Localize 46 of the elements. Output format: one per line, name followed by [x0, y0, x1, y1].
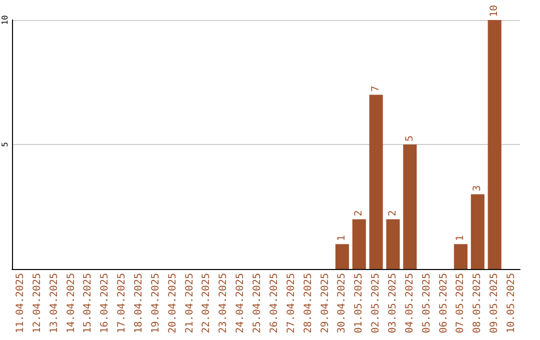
x-tick-label: 21.04.2025: [184, 273, 196, 334]
data-label: 5: [404, 135, 416, 142]
data-label: 1: [336, 235, 348, 242]
x-tick-label: 17.04.2025: [116, 273, 128, 334]
bar: [335, 244, 349, 269]
x-tick-label: 26.04.2025: [268, 273, 280, 334]
x-tick-label: 27.04.2025: [286, 273, 297, 334]
x-tick-label: 24.04.2025: [235, 273, 246, 334]
x-tick-label: 16.04.2025: [100, 273, 111, 334]
x-tick-label: 23.04.2025: [218, 273, 230, 334]
bar: [386, 219, 400, 269]
x-tick-label: 13.04.2025: [48, 273, 60, 334]
x-tick-label: 07.05.2025: [455, 273, 466, 334]
data-label: 2: [388, 210, 398, 216]
bar: [352, 219, 366, 269]
x-tick-label: 18.04.2025: [134, 273, 144, 334]
x-tick-label: 15.04.2025: [82, 273, 94, 334]
x-tick-label: 03.05.2025: [388, 273, 398, 334]
bar: [369, 94, 383, 269]
data-label: 7: [370, 86, 382, 92]
x-tick-label: 11.04.2025: [14, 273, 26, 334]
x-tick-label: 29.04.2025: [320, 273, 331, 334]
x-tick-label: 30.04.2025: [336, 273, 348, 334]
x-tick-label: 12.04.2025: [32, 273, 43, 334]
x-tick-label: 22.04.2025: [201, 273, 212, 334]
x-tick-label: 08.05.2025: [472, 273, 484, 334]
bar: [403, 144, 417, 269]
x-tick-label: 06.05.2025: [438, 273, 450, 334]
x-tick-label: 14.04.2025: [66, 273, 77, 334]
data-label: 3: [472, 185, 484, 192]
x-tick-label: 01.05.2025: [354, 273, 365, 334]
data-label: 1: [455, 235, 466, 242]
x-tick-label: 09.05.2025: [489, 273, 500, 334]
data-label: 10: [489, 4, 500, 17]
x-tick-label: 04.05.2025: [404, 273, 416, 334]
x-tick-label: 05.05.2025: [421, 273, 432, 334]
bar: [488, 20, 502, 269]
bar: [454, 244, 468, 269]
data-label: 2: [354, 210, 365, 216]
bar: [470, 194, 484, 269]
x-tick-label: 20.04.2025: [167, 273, 178, 334]
x-tick-label: 10.05.2025: [506, 273, 518, 334]
x-tick-label: 19.04.2025: [150, 273, 162, 334]
x-tick-label: 28.04.2025: [302, 273, 314, 334]
x-tick-label: 25.04.2025: [252, 273, 264, 334]
x-tick-label: 02.05.2025: [370, 273, 382, 334]
